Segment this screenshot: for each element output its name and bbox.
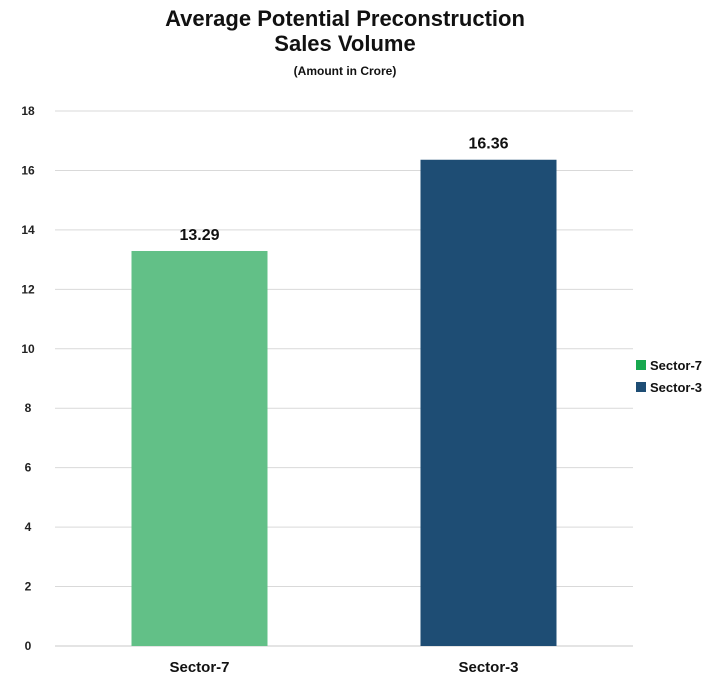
chart-title-line1: Average Potential Preconstruction <box>165 6 525 31</box>
y-tick-label: 8 <box>25 401 32 415</box>
chart-subtitle: (Amount in Crore) <box>293 64 397 78</box>
y-tick-label: 16 <box>21 163 35 177</box>
legend-swatch-sector-7 <box>636 360 646 370</box>
y-tick-label: 14 <box>21 223 35 237</box>
legend-swatch-sector-3 <box>636 382 646 392</box>
chart-title-line2: Sales Volume <box>274 31 416 56</box>
legend-item-sector-7: Sector-7 <box>636 354 702 376</box>
y-tick-label: 10 <box>21 342 35 356</box>
y-tick-label: 2 <box>25 580 32 594</box>
y-tick-label: 6 <box>25 461 32 475</box>
y-tick-label: 0 <box>25 639 32 653</box>
y-tick-label: 12 <box>21 282 35 296</box>
x-tick-label: Sector-7 <box>169 659 229 676</box>
data-label: 16.36 <box>468 136 508 153</box>
data-label: 13.29 <box>179 227 219 244</box>
bar-sector-3 <box>420 159 557 646</box>
legend-item-sector-3: Sector-3 <box>636 376 702 398</box>
chart-legend: Sector-7 Sector-3 <box>636 354 702 398</box>
bar-sector-7 <box>131 250 268 646</box>
legend-label-sector-3: Sector-3 <box>650 379 703 395</box>
x-tick-label: Sector-3 <box>458 659 518 676</box>
y-tick-label: 18 <box>21 104 35 118</box>
legend-label-sector-7: Sector-7 <box>650 357 703 373</box>
y-tick-label: 4 <box>25 520 32 534</box>
